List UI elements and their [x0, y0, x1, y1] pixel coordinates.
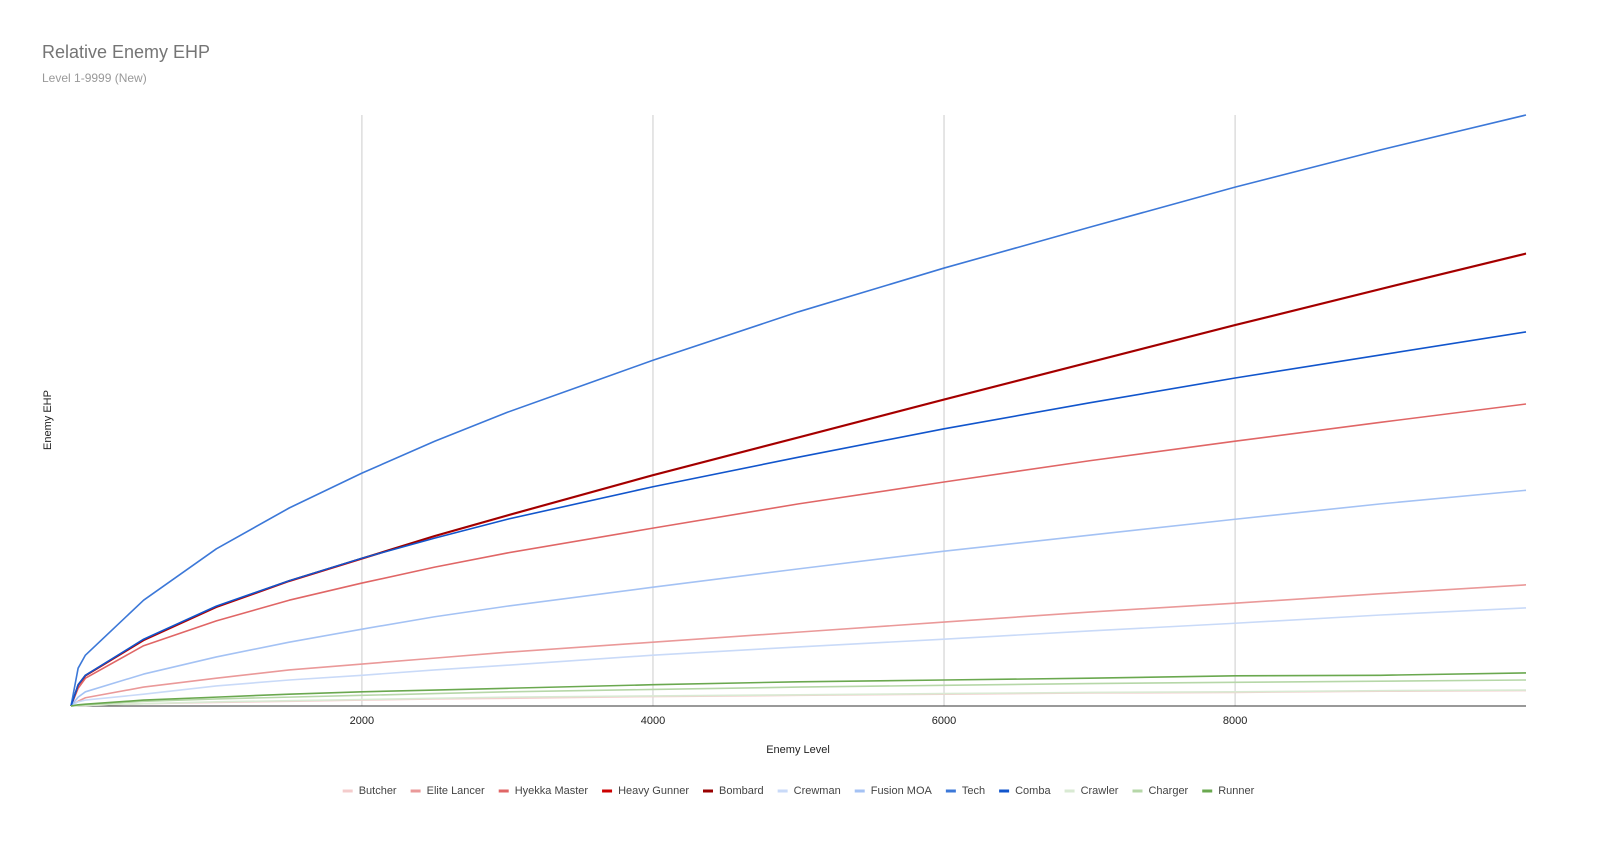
legend-label: Fusion MOA — [871, 785, 933, 797]
legend-label: Tech — [962, 785, 985, 797]
series-line — [70, 489, 1527, 707]
y-axis-label: Enemy EHP — [42, 390, 54, 450]
series-line — [70, 607, 1527, 707]
legend-label: Runner — [1218, 785, 1254, 797]
series-line — [70, 584, 1527, 707]
legend-label: Crawler — [1081, 785, 1119, 797]
series-line — [70, 403, 1527, 707]
legend-label: Bombard — [719, 785, 764, 797]
legend-label: Comba — [1015, 785, 1051, 797]
x-tick-label: 4000 — [641, 715, 665, 727]
series-line — [70, 331, 1527, 707]
x-tick-label: 2000 — [350, 715, 374, 727]
legend-label: Hyekka Master — [515, 785, 589, 797]
chart-title: Relative Enemy EHP — [42, 42, 210, 62]
legend-label: Charger — [1148, 785, 1188, 797]
series-line — [70, 672, 1527, 707]
legend-label: Elite Lancer — [427, 785, 485, 797]
legend: Butcher Elite Lancer Hyekka Master Heavy Gu… — [342, 785, 1255, 797]
x-tick-label: 8000 — [1223, 715, 1247, 727]
series-line — [70, 114, 1527, 707]
series-line — [70, 679, 1527, 707]
chart-subtitle: Level 1-9999 (New) — [42, 71, 147, 85]
legend-label: Crewman — [794, 785, 841, 797]
legend-label: Heavy Gunner — [618, 785, 689, 797]
series-line — [70, 689, 1527, 707]
legend-label: Butcher — [359, 785, 397, 797]
x-axis-label: Enemy Level — [766, 744, 830, 756]
x-tick-label: 6000 — [932, 715, 956, 727]
